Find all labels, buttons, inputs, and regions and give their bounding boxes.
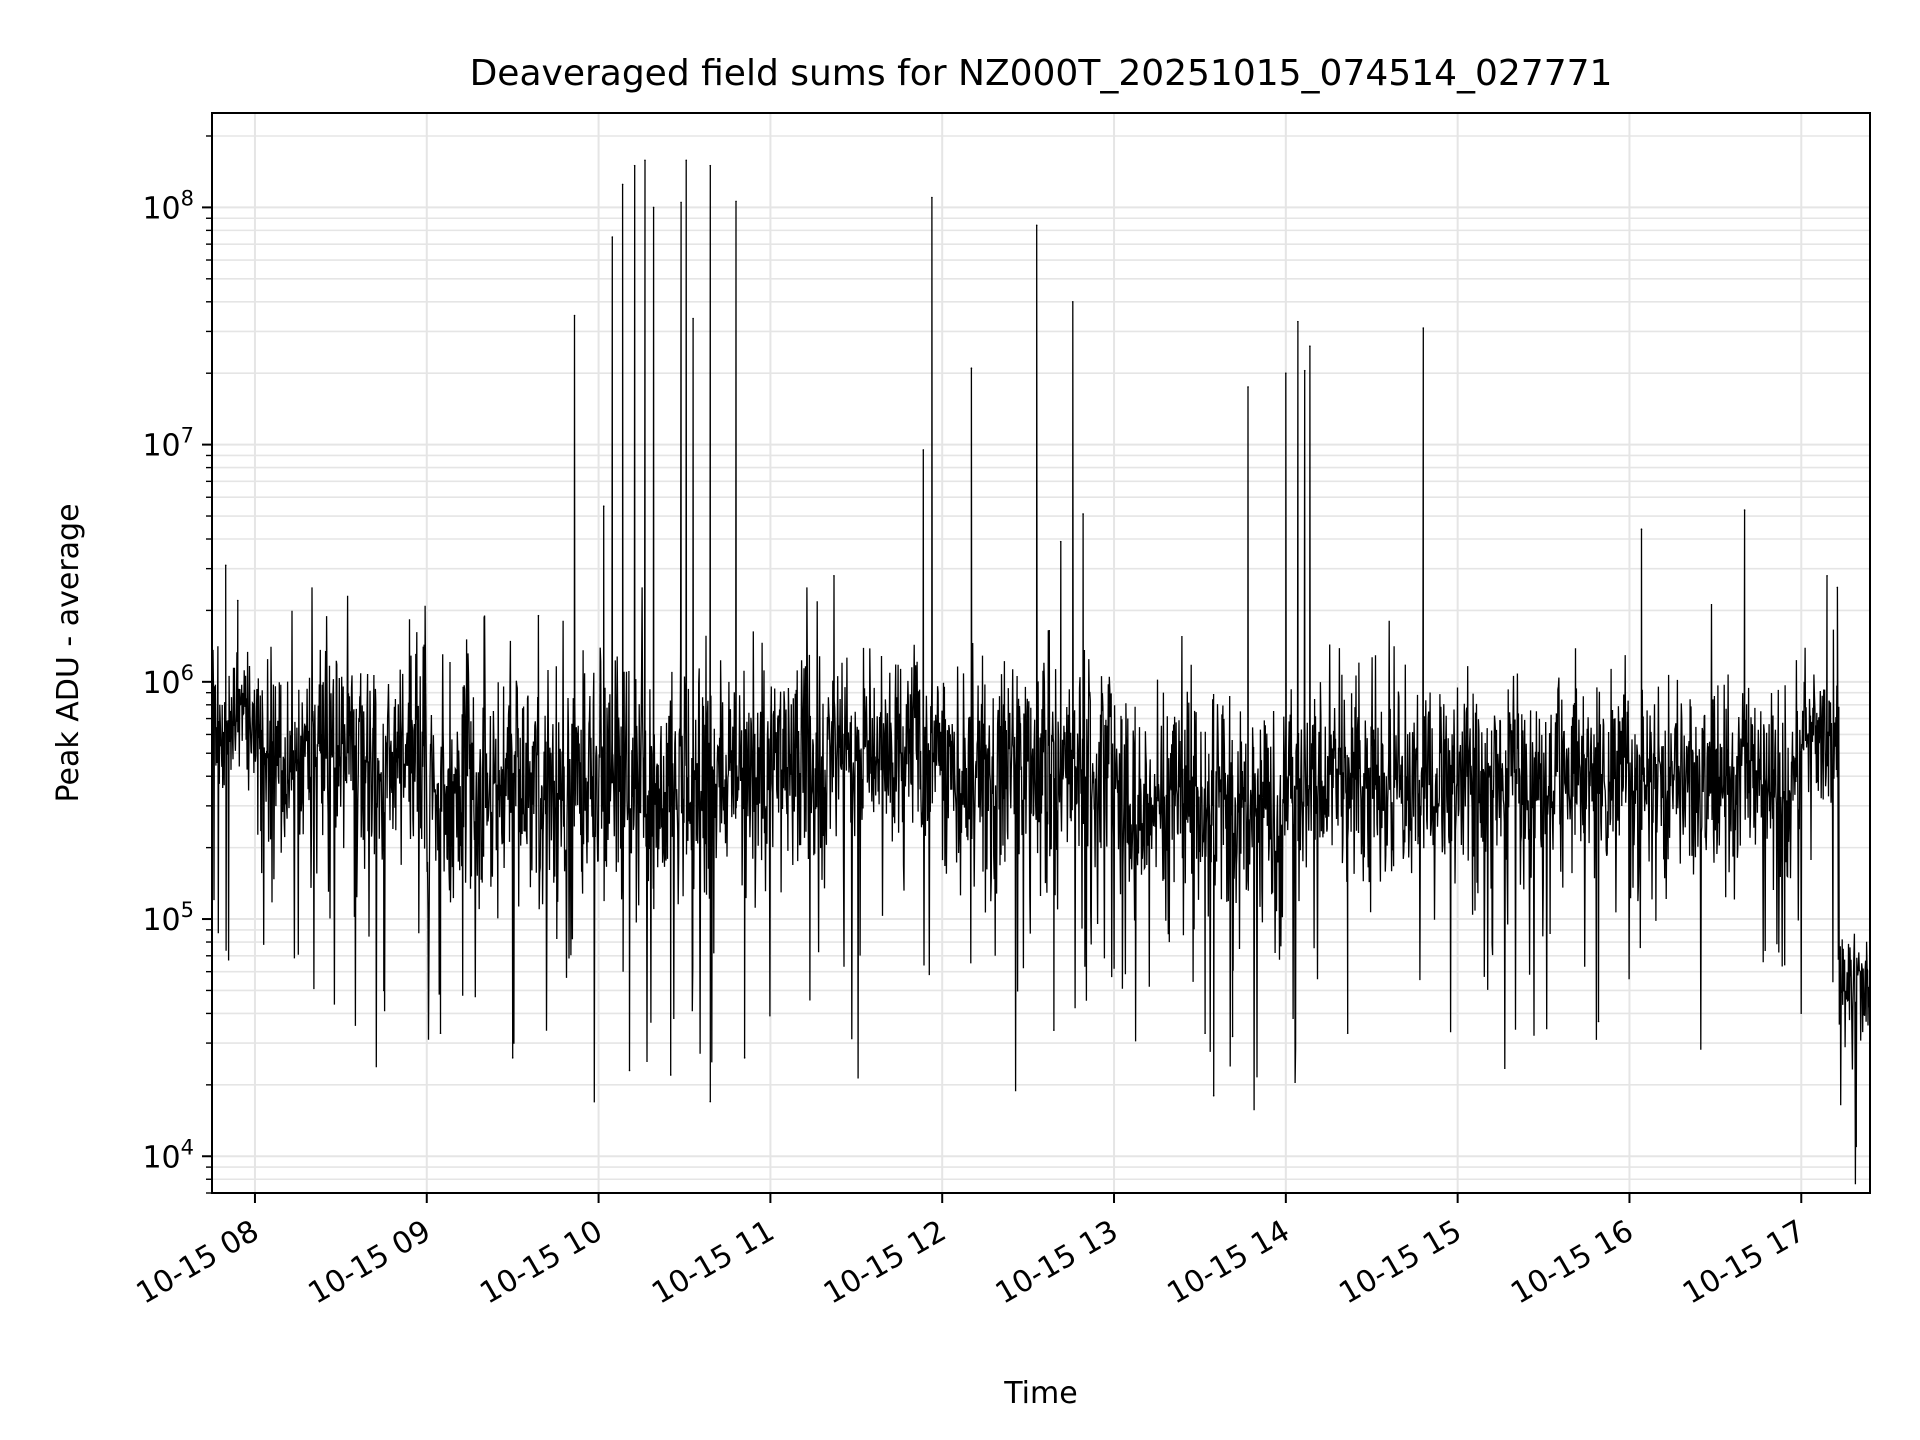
y-tick-label: 104 [142,1135,194,1175]
series-line [212,160,1870,1185]
spike-point [1285,372,1287,375]
plot-frame [211,112,1871,1194]
y-axis-label: Peak ADU - average [51,503,86,802]
spike-point [1309,345,1311,347]
grid [212,113,1870,1194]
spike-point [1297,320,1299,323]
spike-point [652,206,655,209]
spike-point [602,505,605,508]
spike-point [1035,224,1038,227]
spike-point [685,159,688,162]
spike-point [970,367,973,369]
dip-point [511,1057,514,1059]
spike-point [735,200,737,203]
y-tick-label: 107 [142,424,194,464]
dip-point [1597,1020,1600,1023]
chart-title: Deaveraged field sums for NZ000T_2025101… [470,53,1613,94]
spike-point [537,614,540,617]
spike-point [1082,513,1084,515]
spike-point [680,201,682,204]
dip-point [1346,1032,1349,1035]
dip-point [383,989,385,992]
x-axis-label: Time [1003,1376,1077,1411]
dip-point [1855,1145,1858,1148]
spike-point [709,164,712,167]
spike-point [1836,586,1839,589]
dip-point [743,1057,746,1059]
spike-point [1422,327,1425,329]
dip-point [709,1100,712,1103]
spike-point [1247,386,1249,388]
spike-point [1826,574,1828,577]
dip-point [1212,1094,1215,1097]
spike-point [621,183,624,186]
spike-point [1059,540,1062,543]
y-tick-label: 108 [142,186,194,226]
y-tick-label: 105 [142,898,194,938]
spike-point [922,449,925,451]
spike-point [1640,528,1643,530]
spike-point [644,159,646,162]
spike-point [692,317,694,320]
spike-point [833,574,835,577]
spike-point [573,314,576,317]
spike-point [1743,509,1746,511]
dip-point [1231,1035,1234,1038]
spike-point [931,196,933,199]
series [212,159,1870,1185]
dip-point [628,1069,631,1072]
spike-point [633,164,636,167]
dip-point [439,1032,442,1035]
spike-point [224,564,227,567]
spike-point [1071,300,1074,303]
dip-point [669,1074,672,1076]
dip-point [1053,1029,1055,1031]
spike-point [611,236,614,238]
y-tick-label: 106 [142,661,194,701]
dip-point [1204,1032,1206,1035]
spike-point [236,599,239,602]
y-axis: 104 105 106 107 108 [142,135,212,1194]
spike-point [1303,369,1306,372]
